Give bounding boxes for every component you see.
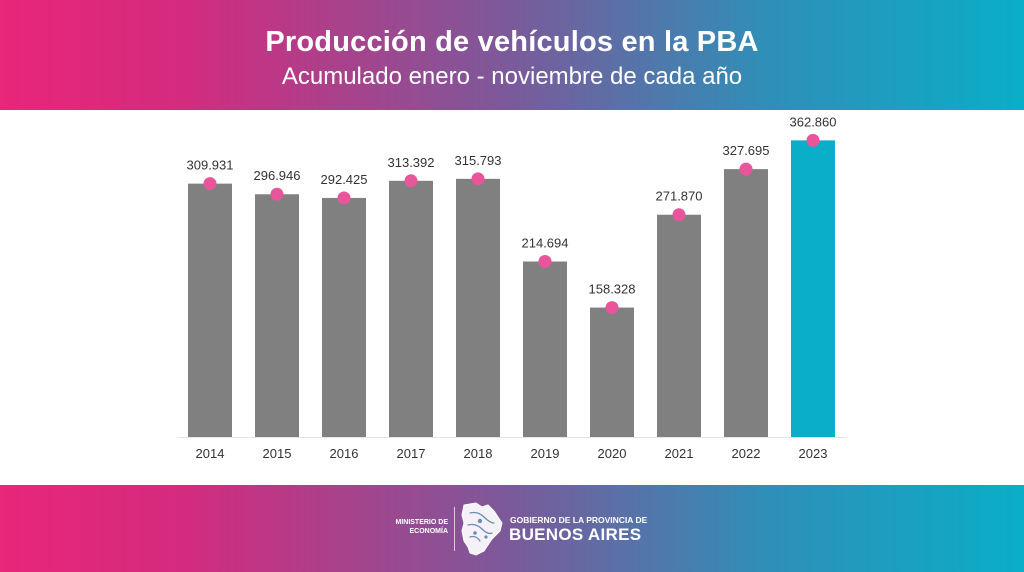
government-line2: BUENOS AIRES — [509, 525, 642, 544]
header-banner: Producción de vehículos en la PBA Acumul… — [0, 0, 1024, 110]
bar-2021 — [657, 214, 701, 437]
point-marker-2018 — [471, 172, 485, 186]
x-tick-label-2023: 2023 — [799, 446, 828, 461]
point-marker-2016 — [337, 191, 351, 205]
data-label-2022: 327.695 — [723, 143, 770, 158]
x-tick-label-2018: 2018 — [464, 446, 493, 461]
point-marker-2022 — [739, 162, 753, 176]
x-tick-label-2016: 2016 — [330, 446, 359, 461]
bar-2019 — [523, 261, 567, 437]
data-label-2019: 214.694 — [522, 235, 569, 250]
data-label-2020: 158.328 — [589, 282, 636, 297]
data-label-2017: 313.392 — [388, 155, 435, 170]
bar-2020 — [590, 307, 634, 437]
chart-subtitle: Acumulado enero - noviembre de cada año — [281, 63, 743, 90]
bar-chart: 309.931 2014 296.946 2015 292.425 2016 313.392… — [178, 114, 846, 461]
bar-2017 — [389, 180, 433, 437]
data-label-2015: 296.946 — [254, 168, 301, 183]
ministry-label: MINISTERIO DE ECONOMÍA — [368, 518, 448, 536]
x-tick-label-2021: 2021 — [665, 446, 694, 461]
point-marker-2017 — [404, 174, 418, 188]
x-tick-label-2015: 2015 — [263, 446, 292, 461]
bar-2014 — [188, 183, 232, 437]
chart-area: 309.931 2014 296.946 2015 292.425 2016 313.392… — [0, 110, 1024, 485]
data-label-2016: 292.425 — [321, 172, 368, 187]
footer-banner: MINISTERIO DE ECONOMÍA GOBIERNO DE LA PR… — [0, 485, 1024, 572]
x-tick-label-2022: 2022 — [732, 446, 761, 461]
province-map-icon — [461, 502, 503, 556]
x-tick-label-2014: 2014 — [196, 446, 225, 461]
x-tick-label-2019: 2019 — [531, 446, 560, 461]
point-marker-2021 — [672, 208, 686, 222]
government-line1: GOBIERNO DE LA PROVINCIA DE — [510, 515, 648, 525]
data-label-2023: 362.860 — [790, 114, 837, 129]
footer-divider — [454, 507, 455, 551]
data-label-2021: 271.870 — [656, 189, 703, 204]
ministry-line1: MINISTERIO DE — [395, 519, 448, 526]
x-tick-label-2017: 2017 — [397, 446, 426, 461]
data-label-2014: 309.931 — [187, 158, 234, 173]
point-marker-2020 — [605, 301, 619, 315]
ministry-line2: ECONOMÍA — [409, 528, 449, 535]
bar-2022 — [724, 169, 768, 437]
data-label-2018: 315.793 — [455, 153, 502, 168]
bar-2023 — [791, 140, 835, 438]
bar-2016 — [322, 197, 366, 437]
point-marker-2023 — [806, 133, 820, 147]
x-tick-label-2020: 2020 — [598, 446, 627, 461]
bar-2018 — [456, 178, 500, 437]
point-marker-2015 — [270, 187, 284, 201]
chart-title: Producción de vehículos en la PBA — [265, 26, 759, 58]
point-marker-2014 — [203, 177, 217, 191]
point-marker-2019 — [538, 254, 552, 268]
bar-2015 — [255, 194, 299, 437]
